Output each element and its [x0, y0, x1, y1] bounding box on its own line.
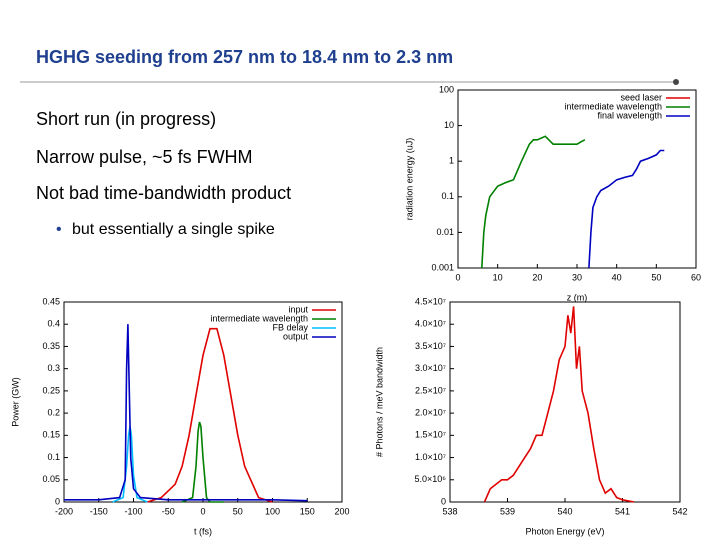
x-tick-label: 541 — [615, 506, 630, 516]
y-tick-label: 0.35 — [42, 341, 60, 351]
sub-bullet-marker: • — [56, 221, 62, 238]
y-tick-label: 4.5×10⁷ — [415, 296, 446, 306]
y-tick-label: 0.1 — [441, 191, 454, 201]
y-tick-label: 5.0×10⁶ — [415, 474, 447, 484]
y-tick-label: 0.05 — [42, 474, 60, 484]
y-tick-label: 1.5×10⁷ — [415, 430, 446, 440]
sub-bullet: but essentially a single spike — [72, 221, 275, 238]
x-tick-label: 60 — [691, 272, 701, 282]
series-line — [481, 135, 586, 269]
x-tick-label: 0 — [200, 506, 205, 516]
x-tick-label: -200 — [55, 506, 73, 516]
x-tick-label: 20 — [532, 272, 542, 282]
x-tick-label: 539 — [500, 506, 515, 516]
y-tick-label: 0.1 — [47, 452, 60, 462]
legend-label: final wavelength — [597, 110, 662, 120]
legend-label: intermediate wavelength — [564, 101, 662, 111]
rule-dot — [673, 79, 679, 85]
y-tick-label: 0.2 — [47, 407, 60, 417]
x-tick-label: 50 — [233, 506, 243, 516]
legend-label: FB delay — [272, 322, 308, 332]
x-tick-label: 10 — [493, 272, 503, 282]
y-tick-label: 0.45 — [42, 296, 60, 306]
series-line — [588, 149, 665, 269]
x-tick-label: 100 — [265, 506, 280, 516]
x-axis-label: z (m) — [567, 292, 588, 302]
y-tick-label: 4.0×10⁷ — [415, 319, 446, 329]
y-tick-label: 0 — [55, 496, 60, 506]
y-axis-label: radiation energy (uJ) — [404, 138, 414, 221]
y-axis-label: Power (GW) — [10, 377, 20, 427]
series-line — [147, 327, 273, 503]
legend-label: seed laser — [620, 92, 662, 102]
x-tick-label: -100 — [124, 506, 142, 516]
x-tick-label: 540 — [557, 506, 572, 516]
bullet: Narrow pulse, ~5 fs FWHM — [36, 147, 253, 167]
y-tick-label: 0.001 — [431, 262, 454, 272]
y-tick-label: 3.0×10⁷ — [415, 363, 446, 373]
legend-label: input — [288, 304, 308, 314]
slide-title: HGHG seeding from 257 nm to 18.4 nm to 2… — [36, 47, 453, 67]
series-line — [64, 324, 308, 502]
legend-label: intermediate wavelength — [210, 313, 308, 323]
series-line — [483, 306, 635, 503]
x-tick-label: 538 — [442, 506, 457, 516]
x-tick-label: 0 — [455, 272, 460, 282]
y-tick-label: 0.01 — [436, 227, 454, 237]
y-tick-label: 2.5×10⁷ — [415, 385, 446, 395]
x-tick-label: -150 — [90, 506, 108, 516]
x-tick-label: 150 — [300, 506, 315, 516]
bullet: Short run (in progress) — [36, 109, 216, 129]
x-tick-label: 542 — [672, 506, 687, 516]
x-tick-label: -50 — [162, 506, 175, 516]
y-tick-label: 0.3 — [47, 363, 60, 373]
y-tick-label: 0.4 — [47, 319, 60, 329]
x-axis-label: t (fs) — [194, 526, 212, 536]
y-tick-label: 2.0×10⁷ — [415, 407, 446, 417]
bullet: Not bad time-bandwidth product — [36, 183, 291, 203]
y-tick-label: 3.5×10⁷ — [415, 341, 446, 351]
y-tick-label: 0 — [441, 496, 446, 506]
x-tick-label: 200 — [334, 506, 349, 516]
x-axis-label: Photon Energy (eV) — [525, 526, 604, 536]
y-tick-label: 10 — [444, 120, 454, 130]
y-tick-label: 0.25 — [42, 385, 60, 395]
y-axis-label: # Photons / meV bandwidth — [374, 347, 384, 457]
x-tick-label: 50 — [651, 272, 661, 282]
legend-label: output — [283, 331, 309, 341]
x-tick-label: 30 — [572, 272, 582, 282]
y-tick-label: 1.0×10⁷ — [415, 452, 446, 462]
y-tick-label: 1 — [449, 156, 454, 166]
y-tick-label: 100 — [439, 84, 454, 94]
x-tick-label: 40 — [612, 272, 622, 282]
y-tick-label: 0.15 — [42, 430, 60, 440]
